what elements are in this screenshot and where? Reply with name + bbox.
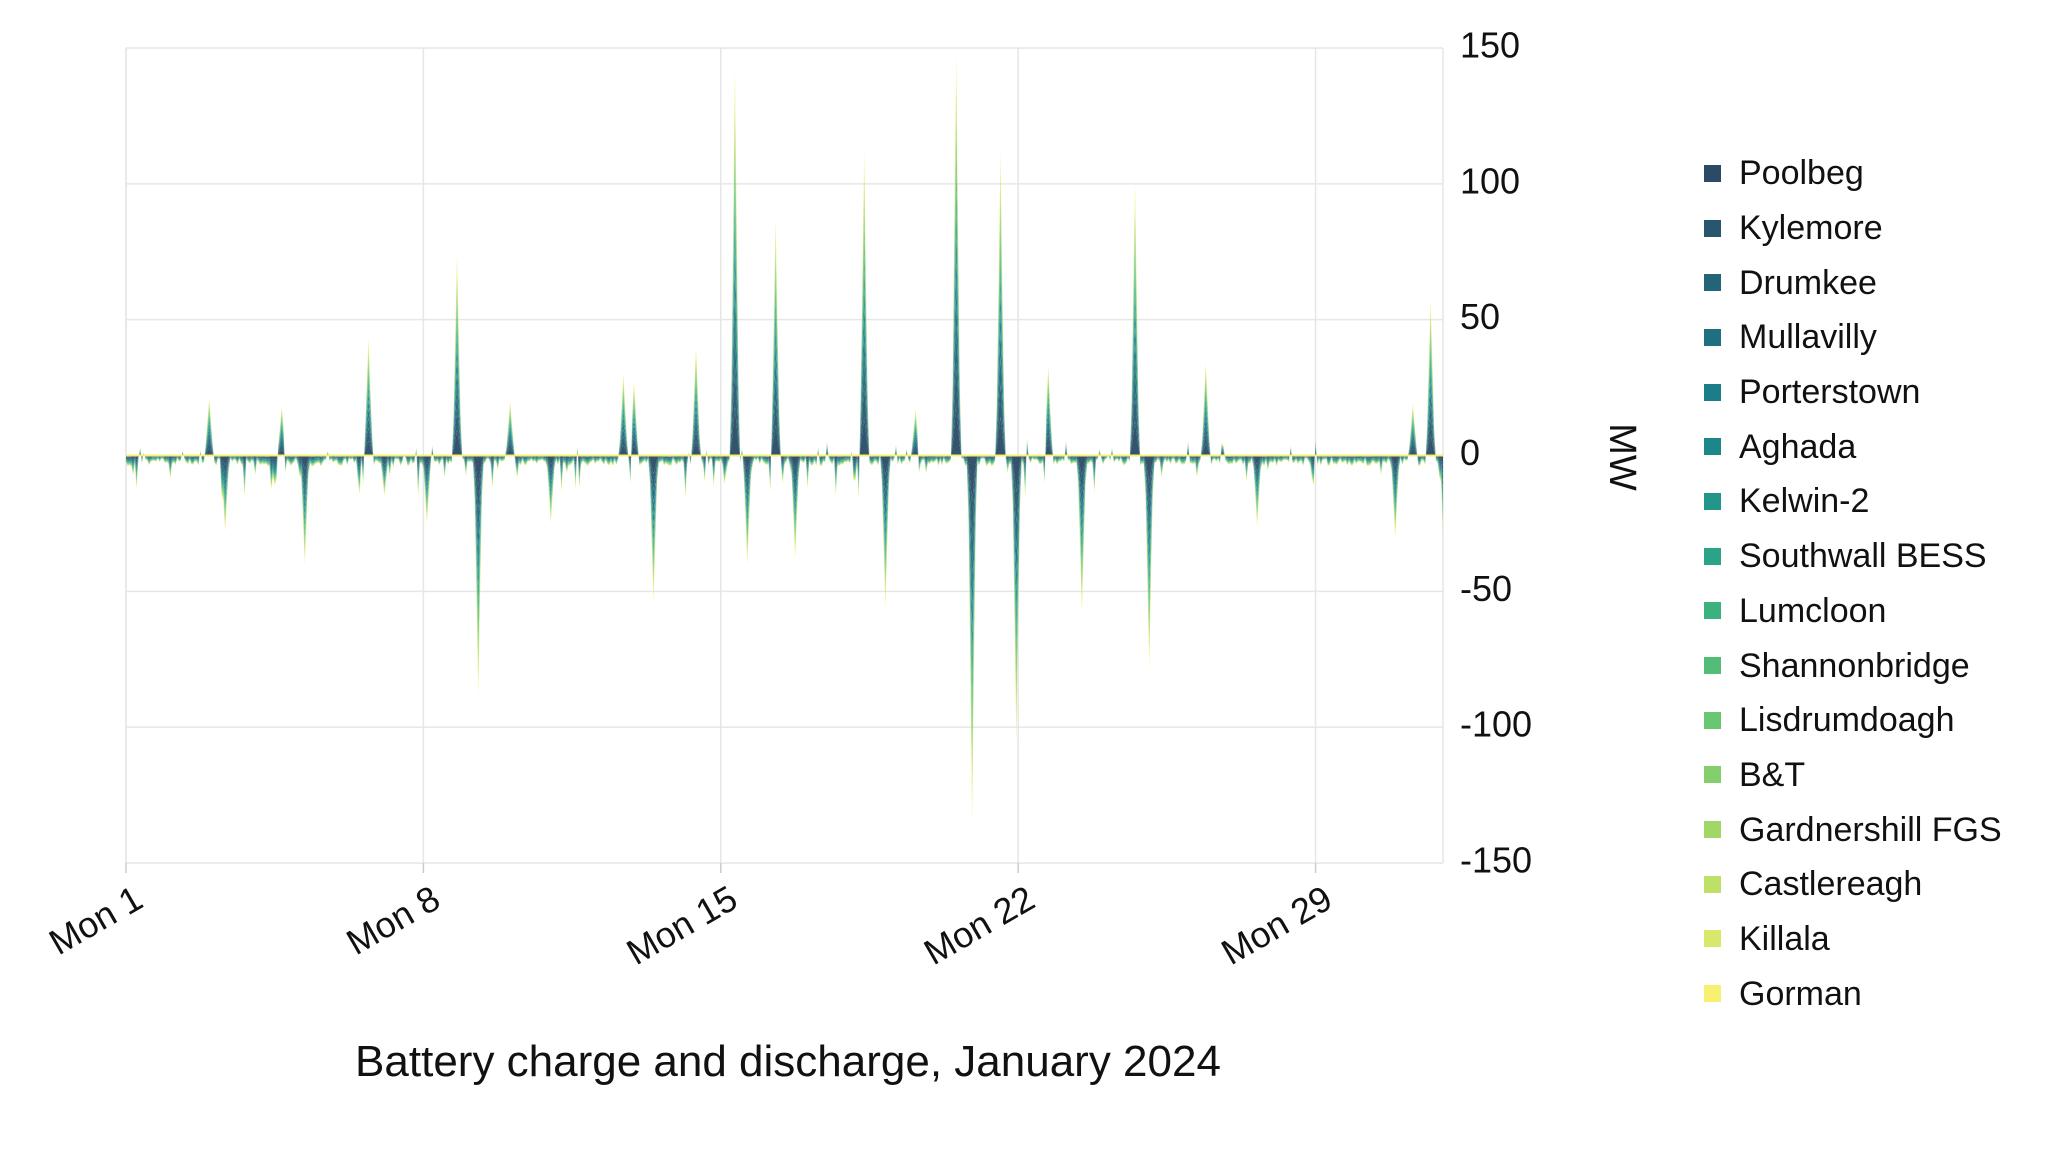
legend-swatch <box>1704 930 1721 948</box>
legend-swatch <box>1704 164 1721 182</box>
legend-swatch <box>1704 821 1721 839</box>
series-area-killala <box>126 69 1443 810</box>
legend-item[interactable]: Mullavilly <box>1704 310 2002 365</box>
series-area-castlereagh <box>126 84 1443 797</box>
series-area-southwall-bess <box>126 190 1443 700</box>
legend-label: Kelwin-2 <box>1739 482 1870 521</box>
legend-swatch <box>1704 985 1721 1003</box>
legend-item[interactable]: Gardnershill FGS <box>1704 802 2002 857</box>
legend-swatch <box>1704 492 1721 510</box>
y-tick-label: -150 <box>1460 840 1532 881</box>
y-tick-label: 50 <box>1460 296 1500 337</box>
legend-swatch <box>1704 657 1721 675</box>
legend-swatch <box>1704 766 1721 784</box>
legend-label: Mullavilly <box>1739 318 1877 357</box>
legend-label: Lumcloon <box>1739 591 1887 630</box>
legend-item[interactable]: Aghada <box>1704 419 2002 474</box>
chart-title: Battery charge and discharge, January 20… <box>355 1037 1221 1086</box>
legend-item[interactable]: Castlereagh <box>1704 857 2002 912</box>
legend-swatch <box>1704 383 1721 401</box>
series-area-porterstown <box>126 263 1443 633</box>
series-area-lumcloon <box>126 169 1443 719</box>
legend-swatch <box>1704 219 1721 237</box>
series-area-poolbeg <box>126 405 1443 502</box>
legend: Poolbeg Kylemore Drumkee Mullavilly Porterst… <box>1704 146 2002 1021</box>
x-axis: Mon 1 Mon 8 Mon 15 Mon 22 Mon 29 <box>42 863 1339 973</box>
series-area-gorman <box>126 56 1443 823</box>
series-area-kylemore <box>126 362 1443 542</box>
legend-item[interactable]: Kylemore <box>1704 201 2002 256</box>
legend-swatch <box>1704 274 1721 292</box>
series-area-aghada <box>126 236 1443 657</box>
series-area-gardnershill-fgs <box>126 99 1443 783</box>
legend-item[interactable]: Shannonbridge <box>1704 638 2002 693</box>
legend-label: Gardnershill FGS <box>1739 810 2002 849</box>
x-tick-label: Mon 29 <box>1214 877 1338 973</box>
legend-item[interactable]: Lumcloon <box>1704 584 2002 639</box>
y-tick-label: 0 <box>1460 432 1480 473</box>
legend-label: Killala <box>1739 919 1830 958</box>
y-axis: 150 100 50 0 -50 -100 -150 <box>1460 25 1532 881</box>
legend-label: Lisdrumdoagh <box>1739 701 1955 740</box>
legend-item[interactable]: B&T <box>1704 748 2002 803</box>
y-tick-label: 100 <box>1460 160 1520 201</box>
legend-label: Shannonbridge <box>1739 646 1970 685</box>
legend-label: Drumkee <box>1739 263 1877 302</box>
legend-label: Castlereagh <box>1739 865 1923 904</box>
legend-item[interactable]: Southwall BESS <box>1704 529 2002 584</box>
legend-label: Poolbeg <box>1739 154 1864 193</box>
legend-swatch <box>1704 438 1721 456</box>
legend-label: Gorman <box>1739 974 1862 1013</box>
y-tick-label: -100 <box>1460 704 1532 745</box>
legend-item[interactable]: Porterstown <box>1704 365 2002 420</box>
y-tick-label: -50 <box>1460 568 1512 609</box>
y-tick-label: 150 <box>1460 25 1520 66</box>
x-tick-label: Mon 15 <box>619 877 743 973</box>
legend-item[interactable]: Kelwin-2 <box>1704 474 2002 529</box>
series-area-drumkee <box>126 325 1443 576</box>
legend-item[interactable]: Poolbeg <box>1704 146 2002 201</box>
y-axis-label: MW <box>1601 423 1643 491</box>
legend-swatch <box>1704 602 1721 620</box>
legend-label: Southwall BESS <box>1739 537 1987 576</box>
legend-swatch <box>1704 711 1721 729</box>
x-tick-label: Mon 22 <box>917 877 1041 973</box>
plot-area <box>126 56 1443 823</box>
legend-item[interactable]: Killala <box>1704 912 2002 967</box>
legend-label: Kylemore <box>1739 209 1883 248</box>
legend-item[interactable]: Drumkee <box>1704 255 2002 310</box>
series-area-lisdrumdoagh <box>126 132 1443 753</box>
legend-swatch <box>1704 328 1721 346</box>
series-area-mullavilly <box>126 292 1443 606</box>
legend-label: Aghada <box>1739 427 1857 466</box>
legend-label: Porterstown <box>1739 373 1921 412</box>
legend-swatch <box>1704 875 1721 893</box>
series-area-kelwin-2 <box>126 212 1443 679</box>
x-tick-label: Mon 8 <box>339 877 446 963</box>
x-tick-label: Mon 1 <box>42 877 149 963</box>
series-area-shannonbridge <box>126 150 1443 737</box>
series-area-b-t <box>126 115 1443 768</box>
legend-item[interactable]: Lisdrumdoagh <box>1704 693 2002 748</box>
legend-swatch <box>1704 547 1721 565</box>
legend-label: B&T <box>1739 755 1806 794</box>
legend-item[interactable]: Gorman <box>1704 966 2002 1021</box>
